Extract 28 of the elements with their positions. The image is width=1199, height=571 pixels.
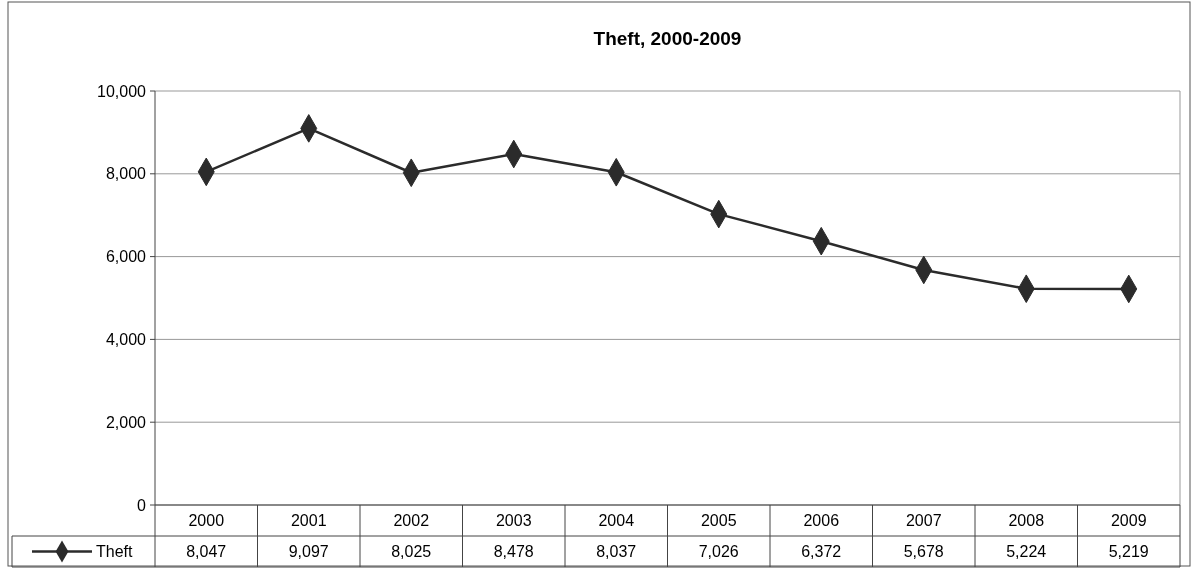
x-tick-label: 2004 (598, 512, 635, 530)
data-label: 5,224 (1006, 543, 1047, 561)
y-tick-label: 10,000 (97, 82, 147, 100)
data-label: 5,219 (1108, 543, 1149, 561)
data-label: 8,047 (186, 543, 227, 561)
data-label: 8,037 (596, 543, 637, 561)
y-tick-label: 6,000 (105, 248, 147, 266)
data-label: 5,678 (903, 543, 944, 561)
y-tick-label: 0 (137, 496, 147, 514)
x-tick-label: 2008 (1008, 512, 1045, 530)
x-tick-label: 2001 (290, 512, 327, 530)
chart-title: Theft, 2000-2009 (593, 28, 742, 49)
x-tick-label: 2002 (393, 512, 430, 530)
x-tick-label: 2007 (905, 512, 942, 530)
x-tick-label: 2000 (188, 512, 225, 530)
x-tick-label: 2005 (700, 512, 737, 530)
data-label: 8,025 (391, 543, 432, 561)
data-label: 9,097 (288, 543, 329, 561)
y-tick-label: 4,000 (105, 331, 147, 348)
data-label: 7,026 (698, 543, 739, 561)
x-tick-label: 2009 (1110, 512, 1147, 530)
data-label: 8,478 (493, 543, 534, 561)
x-tick-label: 2003 (495, 512, 532, 530)
y-tick-label: 8,000 (105, 165, 147, 183)
y-tick-label: 2,000 (105, 413, 147, 431)
data-label: 6,372 (801, 543, 842, 561)
x-tick-label: 2006 (803, 512, 840, 530)
legend-label: Theft (96, 543, 134, 561)
